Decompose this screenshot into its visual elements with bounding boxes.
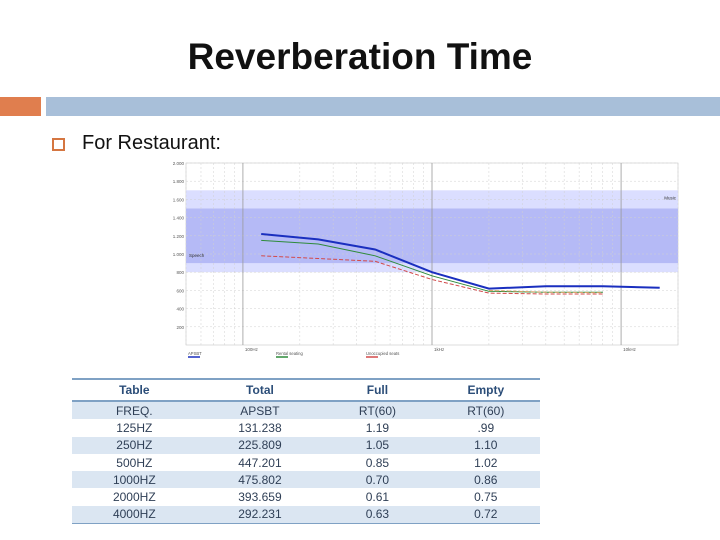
table-cell: 131.238 xyxy=(196,419,324,437)
table-row: 250HZ 225.809 1.05 1.10 xyxy=(72,436,540,454)
bullet-square-icon xyxy=(52,138,65,151)
x-tick-label: 1kHz xyxy=(434,347,445,352)
table-cell: RT(60) xyxy=(431,401,540,420)
table-cell: 0.72 xyxy=(431,505,540,525)
header-accent-bar-orange xyxy=(0,97,41,116)
bullet-text: For Restaurant: xyxy=(82,132,221,154)
table-cell: 4000HZ xyxy=(72,505,197,525)
table-cell: 475.802 xyxy=(196,471,324,489)
band-label-speech: Speech xyxy=(189,253,205,258)
table-cell: 225.809 xyxy=(196,436,324,454)
table-cell: 0.86 xyxy=(431,471,540,489)
table-header-row: Table Total Full Empty xyxy=(72,378,540,402)
chart-svg: 2.000 1.800 1.600 1.400 1.200 1.000 800 600 400 2… xyxy=(173,161,679,358)
table-cell: 125HZ xyxy=(72,419,197,437)
table-cell: 447.201 xyxy=(196,453,324,472)
y-tick-label: 1.000 xyxy=(173,252,185,257)
y-tick-label: 1.200 xyxy=(173,234,185,239)
table-cell: 393.659 xyxy=(196,488,324,506)
y-tick-label: 200 xyxy=(176,325,184,330)
header-full: Full xyxy=(323,378,432,402)
table-cell: 0.61 xyxy=(323,488,432,506)
table-cell: APSBT xyxy=(196,401,324,420)
header-total: Total xyxy=(196,378,324,402)
x-tick-label: 100Hz xyxy=(245,347,259,352)
reverberation-table: Table Total Full Empty FREQ. APSBT RT(60… xyxy=(72,378,540,525)
table-cell: 1.05 xyxy=(323,436,432,454)
table-cell: 1.10 xyxy=(431,436,540,454)
table-cell: 1.02 xyxy=(431,453,540,472)
y-tick-label: 600 xyxy=(176,288,184,293)
table-row: 125HZ 131.238 1.19 .99 xyxy=(72,419,540,437)
table-cell: 2000HZ xyxy=(72,488,197,506)
table-cell: FREQ. xyxy=(72,401,197,420)
y-tick-label: 1.400 xyxy=(173,216,185,221)
slide-title: Reverberation Time xyxy=(187,36,533,77)
table-row: 500HZ 447.201 0.85 1.02 xyxy=(72,453,540,472)
table-cell: 1000HZ xyxy=(72,471,197,489)
legend-label: APSBT xyxy=(188,351,202,356)
header-accent-bar-blue xyxy=(46,97,720,116)
y-tick-label: 400 xyxy=(176,307,184,312)
table-row: 1000HZ 475.802 0.70 0.86 xyxy=(72,471,540,489)
table-cell: 0.63 xyxy=(323,505,432,525)
legend-label: Unoccupied seats xyxy=(366,351,399,356)
legend-label: Rental seating xyxy=(276,351,303,356)
band-label-music: Music xyxy=(664,195,677,200)
x-tick-label: 10kHz xyxy=(623,347,637,352)
table-cell: .99 xyxy=(431,419,540,437)
header-empty: Empty xyxy=(431,378,540,402)
reverberation-chart: 2.000 1.800 1.600 1.400 1.200 1.000 800 600 400 2… xyxy=(168,155,680,365)
y-tick-label: 800 xyxy=(176,270,184,275)
header-table: Table xyxy=(72,378,197,402)
table-cell: 500HZ xyxy=(72,453,197,472)
table-cell: 1.19 xyxy=(323,419,432,437)
series-line-3 xyxy=(488,289,603,294)
table-cell: 0.70 xyxy=(323,471,432,489)
y-tick-label: 1.600 xyxy=(173,197,185,202)
series-line-0 xyxy=(261,233,660,290)
table-cell: 0.75 xyxy=(431,488,540,506)
table-row: FREQ. APSBT RT(60) RT(60) xyxy=(72,401,540,420)
y-tick-label: 2.000 xyxy=(173,161,185,166)
series-line-2 xyxy=(261,255,603,295)
table-row: 2000HZ 393.659 0.61 0.75 xyxy=(72,488,540,506)
table-cell: 0.85 xyxy=(323,453,432,472)
table-row: 4000HZ 292.231 0.63 0.72 xyxy=(72,505,540,525)
table-cell: 250HZ xyxy=(72,436,197,454)
y-tick-label: 1.800 xyxy=(173,179,185,184)
table-cell: 292.231 xyxy=(196,505,324,525)
table-cell: RT(60) xyxy=(323,401,432,420)
